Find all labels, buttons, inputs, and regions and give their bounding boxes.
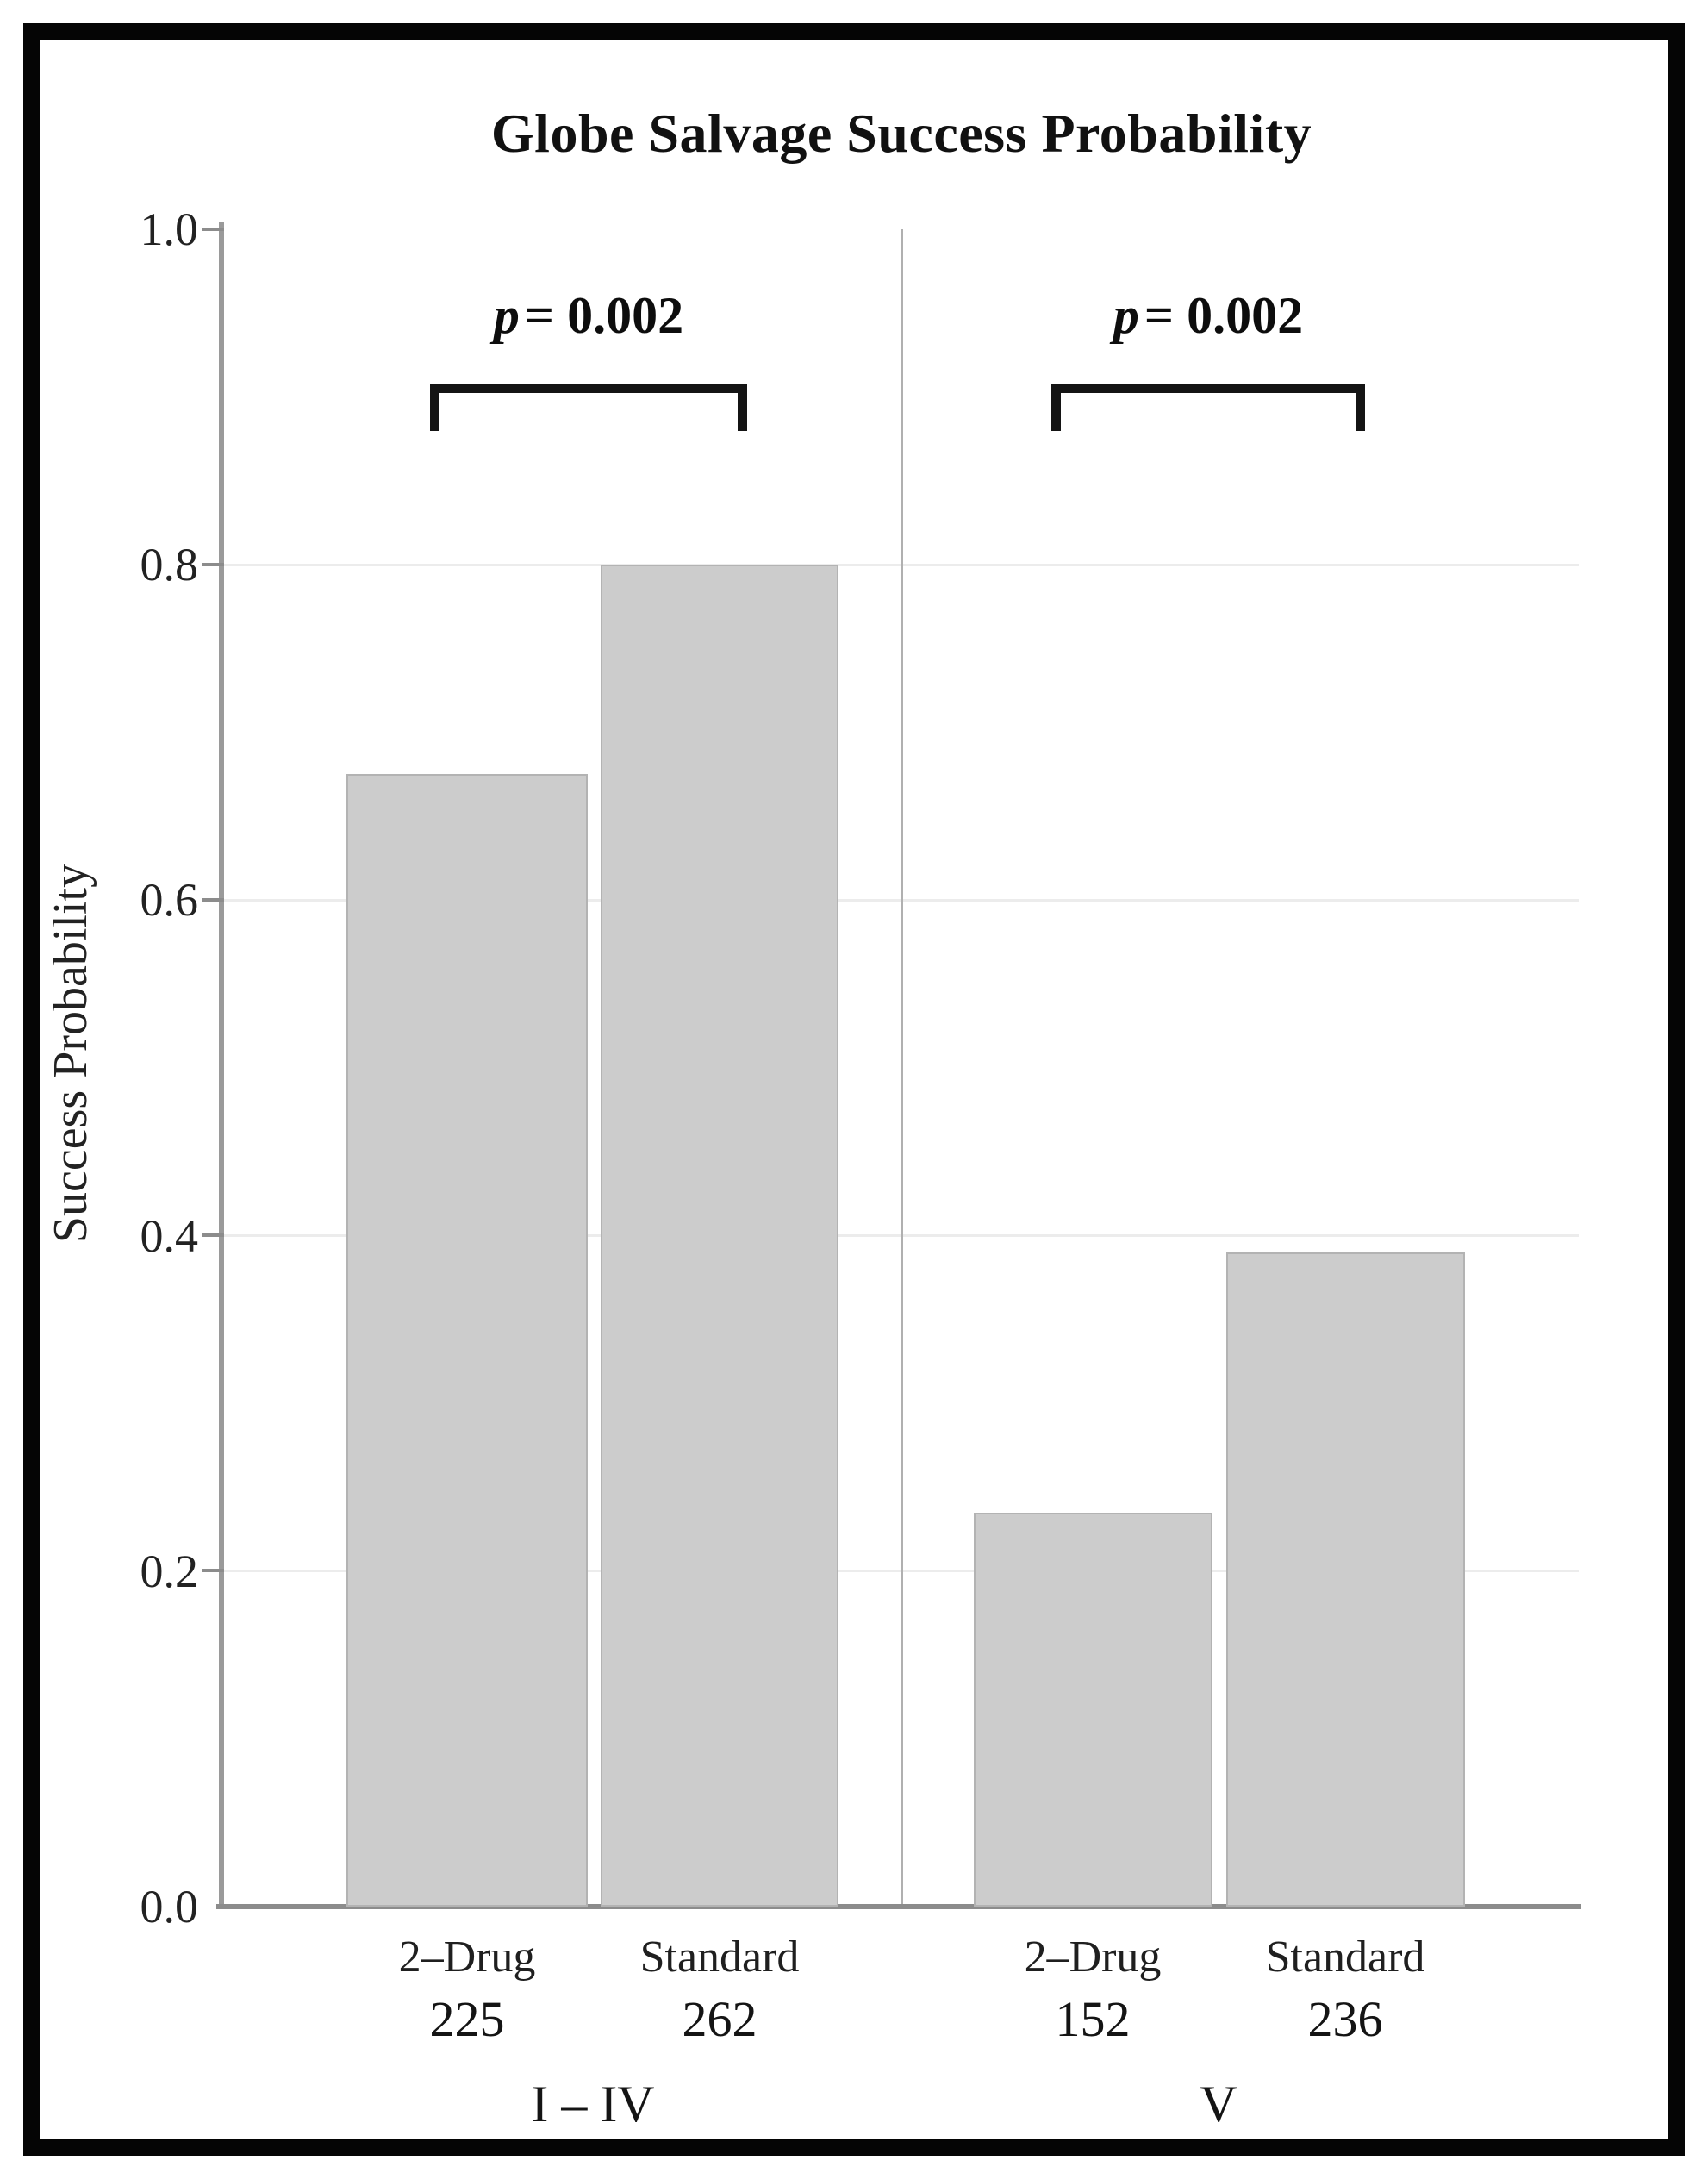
count-group2-2drug: 152 xyxy=(1055,1991,1131,2047)
x-label-group2-standard: Standard xyxy=(1265,1932,1425,1982)
y-tick-0-2 xyxy=(202,1569,224,1572)
bar-group1-2drug xyxy=(346,774,588,1907)
p-variable: p xyxy=(493,287,520,344)
y-axis-line xyxy=(219,222,224,1907)
y-tick-0-8 xyxy=(202,563,224,566)
x-label-group1-2drug: 2–Drug xyxy=(398,1932,536,1982)
y-tick-label: 1.0 xyxy=(140,203,199,255)
y-tick-1-0 xyxy=(202,228,224,231)
bar-group2-2drug xyxy=(974,1513,1212,1907)
y-tick-0-4 xyxy=(202,1233,224,1237)
y-tick-label: 0.6 xyxy=(140,874,199,926)
group-label-i-iv: I – IV xyxy=(531,2076,655,2132)
x-axis-line xyxy=(216,1904,1581,1909)
y-tick-label: 0.4 xyxy=(140,1210,199,1262)
p-value: = 0.002 xyxy=(1144,287,1304,344)
x-label-group1-standard: Standard xyxy=(639,1932,800,1982)
bar-group2-standard xyxy=(1226,1252,1465,1907)
y-tick-0-6 xyxy=(202,898,224,902)
p-value-label-group2: p = 0.002 xyxy=(1019,284,1398,347)
p-value: = 0.002 xyxy=(524,287,684,344)
count-group2-standard: 236 xyxy=(1307,1991,1383,2047)
y-axis-label: Success Probability xyxy=(44,863,97,1244)
p-value-label-group1: p = 0.002 xyxy=(399,284,778,347)
bar-group1-standard xyxy=(601,565,838,1907)
p-variable: p xyxy=(1113,287,1139,344)
significance-bracket-group2 xyxy=(1051,384,1365,431)
y-tick-label: 0.2 xyxy=(140,1545,199,1597)
figure-border xyxy=(23,23,1685,2156)
y-tick-label: 0.0 xyxy=(140,1881,199,1932)
chart-title: Globe Salvage Success Probability xyxy=(490,103,1312,164)
group-label-v: V xyxy=(1200,2076,1237,2132)
significance-bracket-group1 xyxy=(430,384,747,431)
group-divider-line xyxy=(901,229,903,1907)
count-group1-standard: 262 xyxy=(682,1991,757,2047)
y-tick-label: 0.8 xyxy=(140,539,199,590)
x-label-group2-2drug: 2–Drug xyxy=(1024,1932,1162,1982)
count-group1-2drug: 225 xyxy=(429,1991,505,2047)
